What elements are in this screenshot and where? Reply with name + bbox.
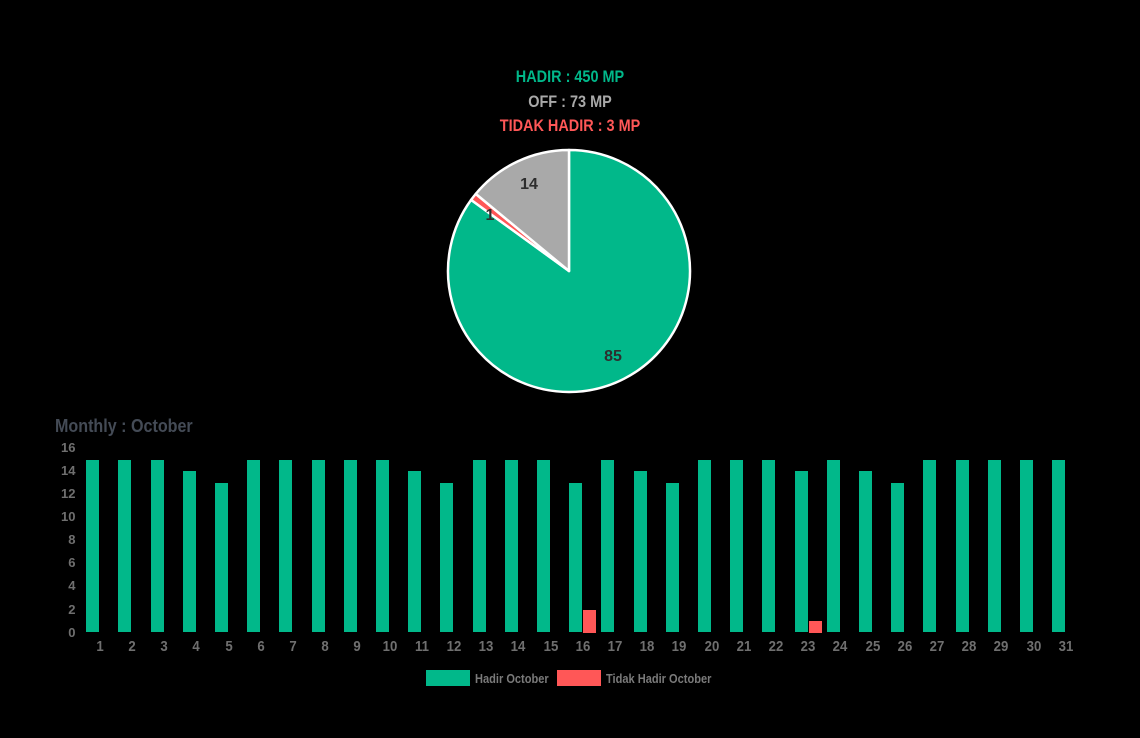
svg-text:1: 1 — [486, 207, 495, 224]
svg-text:85: 85 — [604, 348, 622, 365]
svg-text:14: 14 — [520, 176, 538, 193]
